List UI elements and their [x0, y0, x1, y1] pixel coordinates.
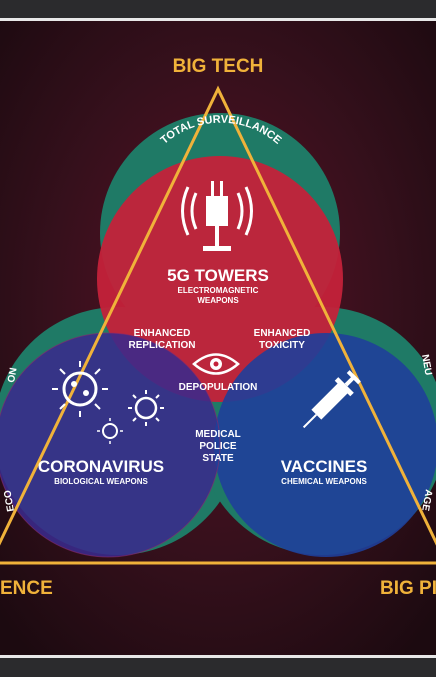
overlap-center: DEPOPULATION — [179, 382, 258, 393]
circle-coronavirus — [0, 333, 220, 557]
ring-label-left-bottom: ECO — [2, 489, 17, 512]
circle-right-title: VACCINES — [281, 457, 368, 476]
ring-label-left-top: ON — [6, 367, 19, 384]
overlap-top-right-2: TOXICITY — [259, 340, 305, 351]
infographic: BIG TECH ENCE BIG PI TOTAL SURVEILLANCE … — [0, 21, 436, 655]
corner-top-label: BIG TECH — [173, 56, 264, 77]
overlap-bottom-3: STATE — [202, 453, 234, 464]
top-border — [0, 18, 436, 21]
circle-top-sub2: WEAPONS — [197, 296, 239, 305]
corner-bottom-right-label: BIG PI — [380, 578, 436, 599]
overlap-bottom-1: MEDICAL — [195, 429, 241, 440]
syringe-icon — [302, 370, 361, 429]
overlap-top-left-2: REPLICATION — [128, 340, 195, 351]
bottom-border — [0, 655, 436, 658]
triangle — [0, 85, 436, 565]
top-bar — [0, 0, 436, 18]
overlap-top-right-1: ENHANCED — [254, 328, 311, 339]
virus-icon — [52, 361, 108, 417]
corner-bottom-left-label: ENCE — [0, 578, 53, 599]
virus-icon-tiny — [97, 418, 123, 444]
venn-diagram: BIG TECH ENCE BIG PI TOTAL SURVEILLANCE … — [0, 21, 436, 655]
circle-top-sub1: ELECTROMAGNETIC — [178, 286, 259, 295]
radio-tower-icon — [181, 181, 253, 251]
circle-left-sub: BIOLOGICAL WEAPONS — [54, 477, 148, 486]
circle-5g-towers — [97, 156, 343, 402]
overlap-top-left-1: ENHANCED — [134, 328, 191, 339]
eye-icon — [192, 353, 240, 375]
ring-label-right-top: NEU — [419, 354, 434, 377]
circle-right-sub: CHEMICAL WEAPONS — [281, 477, 367, 486]
bottom-bar — [0, 658, 436, 677]
circle-vaccines — [214, 333, 436, 557]
virus-icon-small — [128, 390, 164, 426]
circle-left-title: CORONAVIRUS — [38, 457, 164, 476]
ring-label-right-bottom: AGE — [419, 488, 434, 512]
overlap-bottom-2: POLICE — [199, 441, 237, 452]
circle-top-title: 5G TOWERS — [167, 266, 269, 285]
